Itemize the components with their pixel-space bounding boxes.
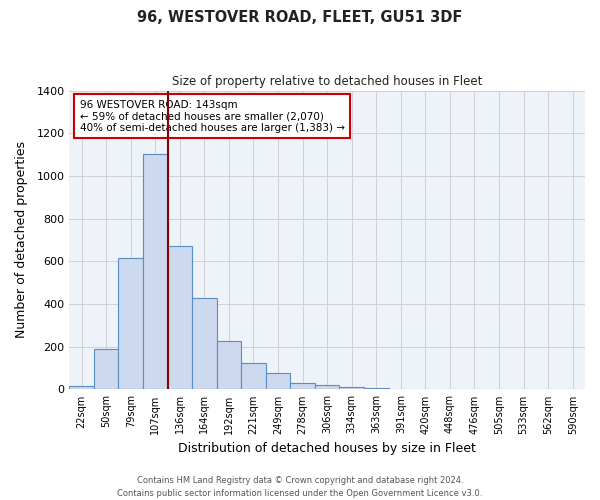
Bar xyxy=(290,383,315,390)
Bar xyxy=(143,154,167,390)
Bar xyxy=(364,388,389,390)
Bar xyxy=(217,342,241,390)
Bar xyxy=(94,349,118,390)
Title: Size of property relative to detached houses in Fleet: Size of property relative to detached ho… xyxy=(172,75,482,88)
Bar xyxy=(118,258,143,390)
Bar xyxy=(192,298,217,390)
Y-axis label: Number of detached properties: Number of detached properties xyxy=(15,142,28,338)
Bar xyxy=(167,246,192,390)
Bar xyxy=(315,384,340,390)
Bar xyxy=(241,362,266,390)
Bar xyxy=(70,386,94,390)
X-axis label: Distribution of detached houses by size in Fleet: Distribution of detached houses by size … xyxy=(178,442,476,455)
Bar xyxy=(340,388,364,390)
Bar xyxy=(266,374,290,390)
Text: Contains HM Land Registry data © Crown copyright and database right 2024.
Contai: Contains HM Land Registry data © Crown c… xyxy=(118,476,482,498)
Text: 96, WESTOVER ROAD, FLEET, GU51 3DF: 96, WESTOVER ROAD, FLEET, GU51 3DF xyxy=(137,10,463,25)
Text: 96 WESTOVER ROAD: 143sqm
← 59% of detached houses are smaller (2,070)
40% of sem: 96 WESTOVER ROAD: 143sqm ← 59% of detach… xyxy=(80,100,344,132)
